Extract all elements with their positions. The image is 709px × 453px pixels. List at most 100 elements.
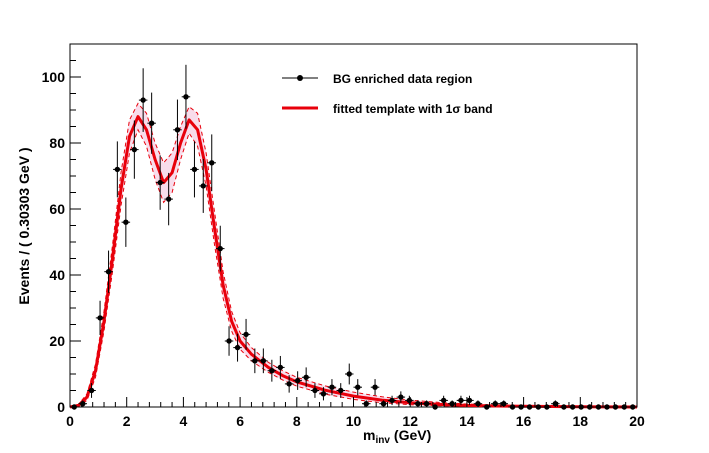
data-point <box>241 318 251 350</box>
data-point <box>619 404 629 410</box>
data-point <box>568 404 577 410</box>
point-marker <box>449 401 455 407</box>
point-marker <box>492 401 498 407</box>
point-marker <box>114 166 121 173</box>
band-fill <box>70 103 637 408</box>
data-point <box>370 379 380 396</box>
data-point <box>585 404 594 410</box>
data-point <box>422 400 431 407</box>
data-point <box>190 141 199 198</box>
point-marker <box>183 94 189 100</box>
point-marker <box>174 127 181 133</box>
point-marker <box>209 160 215 166</box>
data-point <box>267 359 277 382</box>
point-marker <box>544 404 550 410</box>
point-marker <box>578 404 584 410</box>
data-point <box>250 348 260 374</box>
point-marker <box>604 404 610 410</box>
sigma-band <box>69 102 638 408</box>
point-marker <box>372 384 378 390</box>
data-point <box>387 395 397 406</box>
point-marker <box>234 344 241 351</box>
data-point <box>344 363 354 385</box>
point-marker <box>226 338 232 344</box>
x-tick-label: 4 <box>180 413 188 429</box>
data-point <box>439 395 448 406</box>
y-tick-label: 0 <box>57 399 65 415</box>
point-marker <box>612 404 619 410</box>
data-point <box>490 400 500 407</box>
data-point <box>379 400 388 407</box>
data-point <box>224 326 234 356</box>
data-point <box>104 250 113 293</box>
data-point <box>559 404 569 410</box>
point-marker <box>269 368 275 374</box>
data-point <box>173 99 182 161</box>
point-marker <box>329 384 335 390</box>
point-marker <box>148 120 155 126</box>
point-marker <box>458 397 464 404</box>
point-marker <box>484 404 490 410</box>
point-marker <box>165 196 172 202</box>
data-point <box>327 379 337 396</box>
point-marker <box>535 404 542 410</box>
data-point <box>594 404 603 410</box>
data-point <box>121 197 131 247</box>
data-point <box>138 68 148 132</box>
data-point <box>413 400 423 407</box>
y-tick-label: 20 <box>49 333 65 349</box>
data-point <box>430 404 440 410</box>
point-marker <box>200 183 206 189</box>
data-point <box>259 348 268 374</box>
data-point <box>284 375 294 393</box>
x-tick-label: 12 <box>402 413 418 429</box>
axes: 0 2 4 6 8 10 12 14 16 18 20 0 20 40 60 80 100 <box>42 43 645 429</box>
data-point <box>628 404 637 410</box>
x-axis-label: minv (GeV) <box>363 427 431 446</box>
x-tick-label: 18 <box>573 413 589 429</box>
data-point <box>233 333 242 362</box>
point-marker <box>303 374 309 380</box>
x-axis-label-sub: inv <box>375 435 390 446</box>
point-marker <box>260 358 267 364</box>
point-marker <box>440 397 447 404</box>
y-tick-label: 60 <box>49 201 65 217</box>
data-point <box>336 383 345 398</box>
point-marker <box>398 394 404 400</box>
y-axis-label: Events / ( 0.30303 GeV ) <box>16 147 32 304</box>
point-marker <box>88 387 95 394</box>
data-point <box>447 400 457 407</box>
data-point <box>611 404 620 410</box>
point-marker <box>338 387 344 394</box>
point-marker <box>191 166 198 173</box>
data-point <box>95 300 105 336</box>
point-marker <box>286 381 292 387</box>
data-point <box>310 383 320 398</box>
data-point <box>396 391 406 403</box>
data-point <box>525 404 534 410</box>
data-point <box>276 355 285 379</box>
point-marker <box>131 146 138 153</box>
x-tick-label: 20 <box>629 413 645 429</box>
point-marker <box>466 397 473 404</box>
y-tick-label: 40 <box>49 267 65 283</box>
x-tick-label: 2 <box>123 413 131 429</box>
point-marker <box>157 179 163 186</box>
point-marker <box>355 384 361 390</box>
data-point <box>130 120 139 179</box>
point-marker <box>586 404 593 410</box>
point-marker <box>595 404 602 410</box>
x-tick-label: 0 <box>66 413 74 429</box>
x-tick-label: 14 <box>459 413 475 429</box>
point-marker <box>97 315 103 321</box>
data-point <box>155 155 165 210</box>
point-marker <box>380 401 387 407</box>
data-point <box>181 64 191 129</box>
data-point <box>216 225 225 272</box>
point-marker <box>294 377 301 384</box>
data-point <box>353 379 363 396</box>
point-marker <box>569 404 576 410</box>
point-marker <box>389 397 395 404</box>
point-marker <box>423 401 430 407</box>
data-point <box>534 404 543 410</box>
